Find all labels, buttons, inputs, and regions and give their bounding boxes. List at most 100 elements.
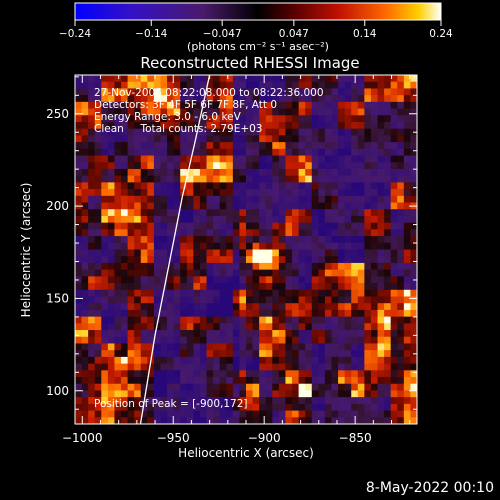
heatmap-pixel	[344, 229, 352, 237]
heatmap-pixel	[134, 189, 142, 197]
heatmap-pixel	[180, 403, 188, 412]
heatmap-pixel	[351, 215, 359, 224]
heatmap-pixel	[311, 229, 319, 237]
heatmap-pixel	[351, 229, 359, 237]
heatmap-pixel	[160, 363, 168, 371]
heatmap-pixel	[324, 283, 333, 291]
heatmap-pixel	[134, 350, 142, 358]
heatmap-pixel	[403, 155, 412, 163]
heatmap-pixel	[94, 155, 102, 163]
heatmap-pixel	[344, 142, 352, 150]
heatmap-pixel	[232, 370, 241, 378]
heatmap-pixel	[338, 95, 346, 103]
heatmap-pixel	[134, 410, 142, 418]
heatmap-pixel	[364, 95, 372, 103]
heatmap-pixel	[272, 155, 280, 163]
heatmap-pixel	[107, 397, 116, 405]
heatmap-pixel	[324, 256, 333, 264]
heatmap-pixel	[278, 363, 287, 371]
heatmap-pixel	[272, 101, 280, 110]
heatmap-pixel	[364, 222, 372, 230]
heatmap-pixel	[259, 397, 267, 405]
heatmap-pixel	[364, 377, 372, 385]
heatmap-pixel	[219, 148, 227, 157]
heatmap-pixel	[81, 390, 89, 398]
heatmap-pixel	[226, 88, 234, 96]
heatmap-pixel	[305, 410, 313, 418]
heatmap-pixel	[292, 148, 300, 157]
heatmap-pixel	[219, 215, 227, 224]
heatmap-pixel	[377, 309, 385, 318]
heatmap-pixel	[239, 316, 247, 324]
heatmap-pixel	[107, 256, 116, 264]
heatmap-pixel	[75, 162, 83, 170]
heatmap-pixel	[140, 162, 148, 170]
heatmap-pixel	[305, 262, 313, 271]
heatmap-pixel	[364, 303, 372, 311]
heatmap-pixel	[193, 162, 201, 170]
heatmap-pixel	[140, 269, 148, 277]
heatmap-pixel	[121, 209, 129, 217]
heatmap-pixel	[101, 269, 109, 277]
heatmap-pixel	[232, 330, 241, 338]
heatmap-pixel	[206, 95, 214, 103]
heatmap-pixel	[114, 289, 122, 298]
heatmap-pixel	[252, 155, 260, 163]
heatmap-pixel	[292, 135, 300, 143]
heatmap-pixel	[94, 377, 102, 385]
heatmap-pixel	[134, 128, 142, 136]
heatmap-pixel	[252, 370, 260, 378]
heatmap-pixel	[140, 215, 148, 224]
heatmap-pixel	[180, 182, 188, 190]
heatmap-pixel	[101, 182, 109, 190]
heatmap-pixel	[193, 209, 201, 217]
heatmap-pixel	[193, 410, 201, 418]
heatmap-pixel	[259, 182, 267, 190]
heatmap-pixel	[127, 175, 135, 183]
heatmap-pixel	[94, 101, 102, 110]
heatmap-pixel	[331, 403, 339, 412]
heatmap-pixel	[331, 101, 339, 110]
heatmap-pixel	[331, 390, 339, 398]
heatmap-pixel	[292, 410, 300, 418]
heatmap-pixel	[232, 283, 241, 291]
heatmap-pixel	[153, 410, 162, 418]
heatmap-pixel	[265, 215, 273, 224]
heatmap-pixel	[88, 336, 96, 345]
heatmap-pixel	[265, 262, 273, 271]
heatmap-pixel	[134, 81, 142, 90]
heatmap-pixel	[101, 323, 109, 331]
heatmap-pixel	[292, 330, 300, 338]
heatmap-pixel	[252, 276, 260, 284]
heatmap-pixel	[186, 242, 194, 251]
heatmap-pixel	[127, 403, 135, 412]
heatmap-pixel	[377, 363, 385, 371]
heatmap-pixel	[180, 269, 188, 277]
heatmap-pixel	[134, 75, 142, 83]
heatmap-pixel	[121, 128, 129, 136]
heatmap-pixel	[370, 175, 379, 183]
heatmap-pixel	[193, 175, 201, 183]
heatmap-pixel	[88, 236, 96, 244]
heatmap-pixel	[213, 81, 221, 90]
heatmap-pixel	[364, 101, 372, 110]
heatmap-pixel	[121, 155, 129, 163]
heatmap-pixel	[219, 303, 227, 311]
heatmap-pixel	[121, 323, 129, 331]
heatmap-pixel	[259, 135, 267, 143]
heatmap-pixel	[331, 276, 339, 284]
heatmap-pixel	[114, 296, 122, 304]
heatmap-pixel	[226, 303, 234, 311]
heatmap-pixel	[285, 383, 293, 392]
heatmap-pixel	[344, 397, 352, 405]
heatmap-pixel	[147, 269, 155, 277]
heatmap-pixel	[370, 343, 379, 351]
heatmap-pixel	[180, 390, 188, 398]
heatmap-pixel	[305, 289, 313, 298]
heatmap-pixel	[101, 296, 109, 304]
heatmap-pixel	[180, 229, 188, 237]
heatmap-pixel	[357, 209, 365, 217]
heatmap-pixel	[305, 162, 313, 170]
heatmap-pixel	[147, 323, 155, 331]
heatmap-pixel	[377, 323, 385, 331]
